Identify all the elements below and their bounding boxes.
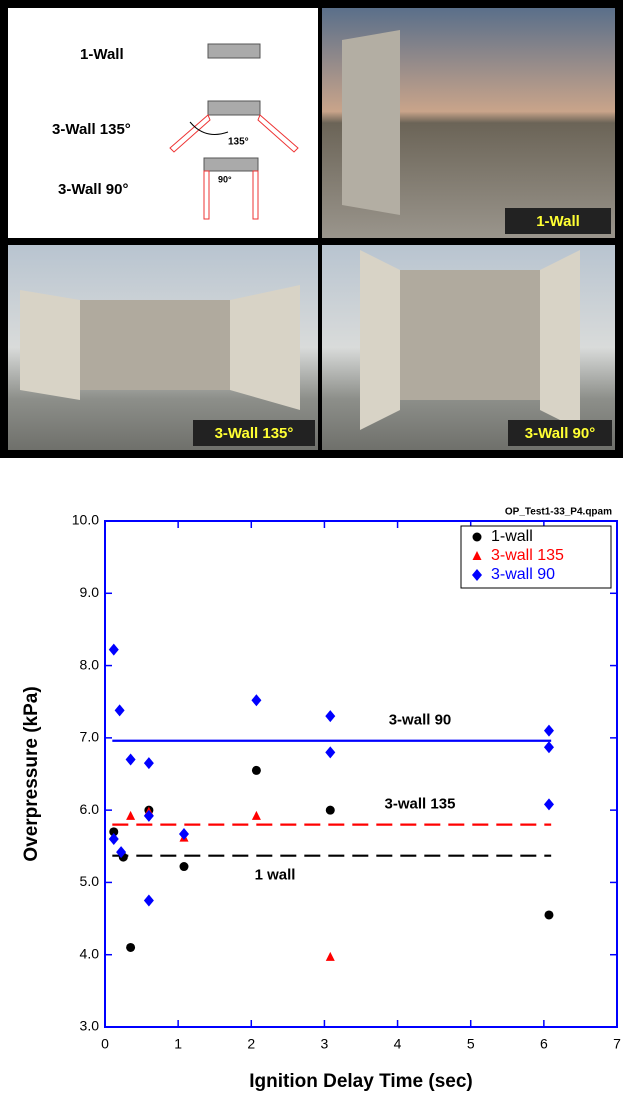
page: 1-Wall 3-Wall 135° 135° 3-Wall 90° 90° 1… [0,0,623,1101]
point [179,828,189,840]
photo-wall [400,270,540,400]
point [126,811,135,820]
photo-wall [80,300,230,390]
chart: OP_Test1-33_P4.qpam Overpressure (kPa) I… [21,507,621,1092]
point [325,710,335,722]
x-tick-label: 4 [394,1036,402,1052]
x-tick-label: 7 [613,1036,621,1052]
point [126,943,135,952]
point [109,644,119,656]
mean-line-label: 3-wall 90 [389,712,452,729]
x-tick-label: 5 [467,1036,475,1052]
legend-marker [473,533,482,542]
point [325,746,335,758]
y-tick-label: 8.0 [80,656,100,672]
point [126,754,136,766]
point [326,952,335,961]
point [109,833,119,845]
wall [208,44,260,58]
y-tick-label: 6.0 [80,801,100,817]
photo-wall [230,285,300,410]
wall [204,158,258,171]
legend-label: 3-wall 90 [491,566,555,583]
mean-line-label: 1 wall [255,867,296,884]
point [251,694,261,706]
x-tick-label: 2 [247,1036,255,1052]
x-tick-label: 0 [101,1036,109,1052]
point [544,910,553,919]
point [252,811,261,820]
point [179,862,188,871]
y-tick-label: 5.0 [80,873,100,889]
photo-caption: 3-Wall 135° [215,425,294,442]
point [544,725,554,737]
point [115,704,125,716]
x-tick-label: 1 [174,1036,182,1052]
photo-wall [342,30,400,215]
x-tick-label: 6 [540,1036,548,1052]
y-axis-label: Overpressure (kPa) [21,686,42,861]
y-tick-label: 10.0 [72,512,99,528]
wall [208,101,260,115]
angle-label: 135° [228,137,249,148]
photo-caption: 1-Wall [536,213,580,230]
y-tick-label: 9.0 [80,584,100,600]
point [144,895,154,907]
legend-label: 1-wall [491,528,533,545]
y-tick-label: 4.0 [80,945,100,961]
diagram-label: 3-Wall 135° [52,121,131,138]
y-tick-label: 3.0 [80,1018,100,1034]
diagram-label: 3-Wall 90° [58,181,128,198]
mean-line-label: 3-wall 135 [385,796,456,813]
annotation: OP_Test1-33_P4.qpam [505,507,612,518]
y-tick-label: 7.0 [80,729,100,745]
photo-wall [20,290,80,400]
point [144,757,154,769]
x-axis-label: Ignition Delay Time (sec) [249,1071,472,1092]
side-wall [204,171,209,219]
point [544,741,554,753]
point [544,798,554,810]
legend-label: 3-wall 135 [491,547,564,564]
figure: 1-Wall 3-Wall 135° 135° 3-Wall 90° 90° 1… [0,0,623,1101]
point [252,766,261,775]
x-tick-label: 3 [321,1036,329,1052]
photo-caption: 3-Wall 90° [525,425,595,442]
plot-frame [105,521,617,1027]
point [326,806,335,815]
angle-label: 90° [218,174,232,184]
photo-wall [360,250,400,430]
photo-wall [540,250,580,430]
diagram-label: 1-Wall [80,46,124,63]
side-wall [253,171,258,219]
